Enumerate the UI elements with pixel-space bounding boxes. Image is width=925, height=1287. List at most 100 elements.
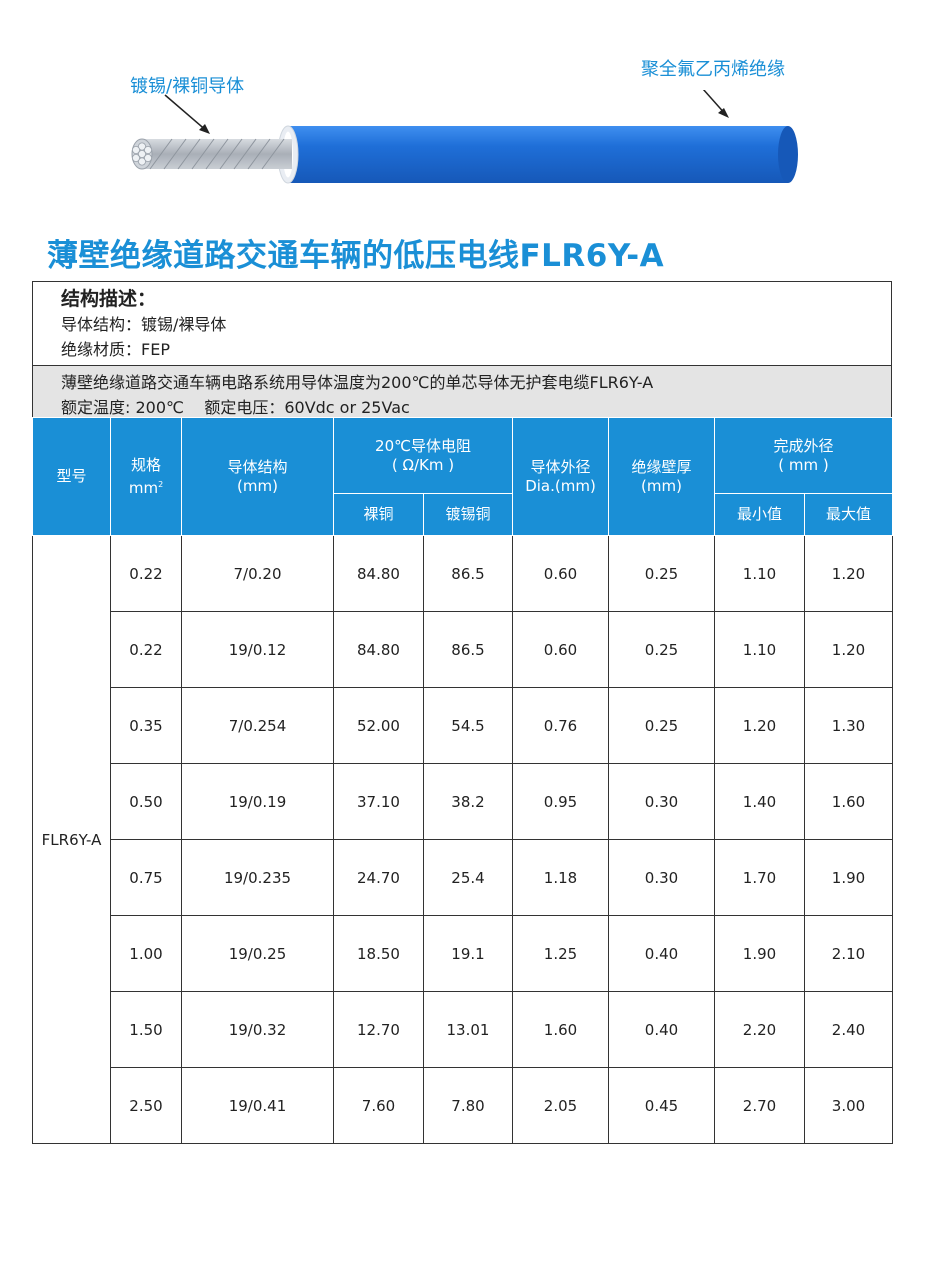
max-od-cell: 1.20: [803, 611, 894, 688]
conductor-od-cell: 1.25: [512, 915, 609, 992]
wall-cell: 0.30: [608, 839, 715, 916]
tinned-resistance-cell: 86.5: [423, 611, 513, 688]
max-od-cell: 2.40: [803, 991, 894, 1068]
table-row: 1.00 19/0.25 18.50 19.1 1.25 0.40 1.90 2…: [33, 915, 894, 992]
application-line: 薄壁绝缘道路交通车辆电路系统用导体温度为200℃的单芯导体无护套电缆FLR6Y-…: [61, 373, 654, 392]
header-finished-od-unit: ( mm ): [778, 455, 829, 474]
structure-cell: 7/0.254: [181, 687, 334, 764]
bare-resistance-cell: 7.60: [333, 1067, 424, 1144]
header-size-unit: mm: [128, 478, 159, 497]
min-od-cell: 1.40: [714, 763, 805, 840]
tinned-resistance-cell: 54.5: [423, 687, 513, 764]
table-body: FLR6Y-A 0.22 7/0.20 84.80 86.5 0.60 0.25…: [32, 535, 894, 1144]
application-description: 薄壁绝缘道路交通车辆电路系统用导体温度为200℃的单芯导体无护套电缆FLR6Y-…: [33, 365, 891, 418]
min-od-cell: 1.20: [714, 687, 805, 764]
cable-illustration: [131, 90, 798, 184]
wall-cell: 0.25: [608, 611, 715, 688]
description-box: 结构描述： 导体结构：镀锡/裸导体 绝缘材质：FEP 薄壁绝缘道路交通车辆电路系…: [32, 281, 892, 419]
structure-description: 结构描述： 导体结构：镀锡/裸导体 绝缘材质：FEP: [33, 282, 891, 365]
table-row: 0.75 19/0.235 24.70 25.4 1.18 0.30 1.70 …: [33, 839, 894, 916]
min-od-cell: 1.90: [714, 915, 805, 992]
wall-cell: 0.40: [608, 915, 715, 992]
bare-resistance-cell: 24.70: [333, 839, 424, 916]
tinned-resistance-cell: 7.80: [423, 1067, 513, 1144]
header-resistance-label: 20℃导体电阻: [375, 436, 471, 455]
conductor-structure-line: 导体结构：镀锡/裸导体: [61, 315, 227, 334]
wall-cell: 0.25: [608, 687, 715, 764]
conductor-od-cell: 0.95: [512, 763, 609, 840]
conductor-od-cell: 2.05: [512, 1067, 609, 1144]
insulation-material-line: 绝缘材质：FEP: [61, 340, 170, 359]
wall-cell: 0.40: [608, 991, 715, 1068]
insulation-arrow: [702, 90, 729, 118]
size-cell: 1.50: [110, 991, 182, 1068]
max-od-cell: 3.00: [803, 1067, 894, 1144]
max-od-cell: 1.90: [803, 839, 894, 916]
conductor-od-cell: 0.60: [512, 611, 609, 688]
size-cell: 1.00: [110, 915, 182, 992]
header-size-sup: 2: [158, 479, 164, 489]
conductor-callout-label: 镀锡/裸铜导体: [130, 76, 245, 97]
header-wall-label: 绝缘壁厚: [631, 457, 692, 476]
max-od-cell: 1.20: [803, 535, 894, 612]
tinned-resistance-cell: 86.5: [423, 535, 513, 612]
header-wall-unit: (mm): [641, 476, 682, 495]
header-finished-od-label: 完成外径: [773, 436, 834, 455]
min-od-cell: 2.20: [714, 991, 805, 1068]
min-od-cell: 1.10: [714, 611, 805, 688]
table-row: FLR6Y-A 0.22 7/0.20 84.80 86.5 0.60 0.25…: [32, 535, 894, 1144]
structure-cell: 7/0.20: [181, 535, 334, 612]
structure-cell: 19/0.25: [181, 915, 334, 992]
header-max: 最大值: [803, 493, 894, 536]
header-structure-label: 导体结构: [227, 457, 288, 476]
wall-cell: 0.45: [608, 1067, 715, 1144]
tinned-resistance-cell: 38.2: [423, 763, 513, 840]
header-conductor-od: 导体外径 Dia.(mm): [512, 417, 609, 536]
bare-resistance-cell: 18.50: [333, 915, 424, 992]
conductor-arrow: [164, 94, 210, 134]
bare-resistance-cell: 52.00: [333, 687, 424, 764]
header-tinned-copper: 镀锡铜: [423, 493, 513, 536]
min-od-cell: 1.10: [714, 535, 805, 612]
tinned-resistance-cell: 25.4: [423, 839, 513, 916]
header-wall: 绝缘壁厚 (mm): [608, 417, 715, 536]
header-conductor-od-label: 导体外径: [530, 457, 591, 476]
table-header: 型号 规格 mm2 导体结构 (mm) 20℃导体电阻 ( Ω/Km ) 导体外…: [32, 417, 894, 536]
bare-resistance-cell: 84.80: [333, 611, 424, 688]
wall-cell: 0.30: [608, 763, 715, 840]
insulation-callout-label: 聚全氟乙丙烯绝缘: [641, 59, 785, 80]
header-bare-copper: 裸铜: [333, 493, 424, 536]
insulation-jacket: [277, 125, 798, 184]
table-row: 0.22 19/0.12 84.80 86.5 0.60 0.25 1.10 1…: [33, 611, 894, 688]
bare-resistance-cell: 12.70: [333, 991, 424, 1068]
structure-cell: 19/0.41: [181, 1067, 334, 1144]
header-min: 最小值: [714, 493, 805, 536]
header-resistance: 20℃导体电阻 ( Ω/Km ): [333, 417, 513, 494]
min-od-cell: 2.70: [714, 1067, 805, 1144]
ratings-line: 额定温度: 200℃ 额定电压：60Vdc or 25Vac: [61, 398, 410, 417]
header-structure-unit: (mm): [237, 476, 278, 495]
size-cell: 0.22: [110, 535, 182, 612]
header-size-label: 规格: [130, 455, 161, 474]
conductor-od-cell: 1.18: [512, 839, 609, 916]
header-finished-od: 完成外径 ( mm ): [713, 417, 894, 494]
model-cell: FLR6Y-A: [32, 535, 111, 1144]
bare-resistance-cell: 37.10: [333, 763, 424, 840]
header-resistance-unit: ( Ω/Km ): [391, 455, 455, 474]
bare-resistance-cell: 84.80: [333, 535, 424, 612]
conductor-od-cell: 1.60: [512, 991, 609, 1068]
min-od-cell: 1.70: [714, 839, 805, 916]
header-conductor-od-unit: Dia.(mm): [525, 476, 596, 495]
table-row: 0.35 7/0.254 52.00 54.5 0.76 0.25 1.20 1…: [33, 687, 894, 764]
structure-cell: 19/0.19: [181, 763, 334, 840]
table-row: 0.50 19/0.19 37.10 38.2 0.95 0.30 1.40 1…: [33, 763, 894, 840]
description-heading: 结构描述：: [61, 288, 157, 310]
header-structure: 导体结构 (mm): [181, 417, 334, 536]
spec-table: 型号 规格 mm2 导体结构 (mm) 20℃导体电阻 ( Ω/Km ) 导体外…: [32, 417, 894, 1144]
conductor-od-cell: 0.76: [512, 687, 609, 764]
page-title: 薄壁绝缘道路交通车辆的低压电线FLR6Y-A: [47, 238, 665, 274]
size-cell: 0.22: [110, 611, 182, 688]
header-size: 规格 mm2: [110, 417, 182, 536]
max-od-cell: 1.30: [803, 687, 894, 764]
tinned-resistance-cell: 19.1: [423, 915, 513, 992]
